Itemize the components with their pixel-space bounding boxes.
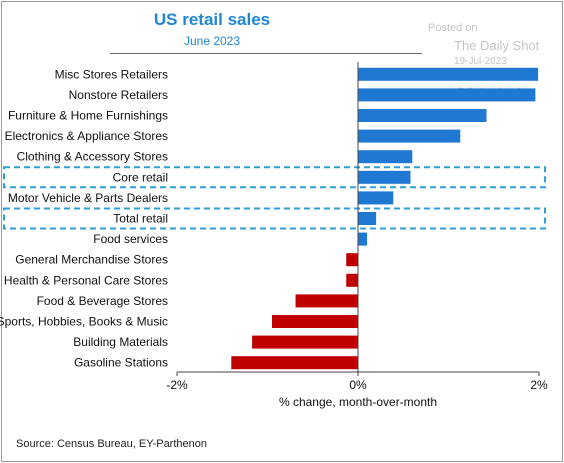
- x-tick-label-1: 0%: [349, 378, 367, 392]
- category-label-food-services: Food services: [93, 232, 168, 246]
- bar-misc-stores-retailers: [358, 67, 539, 81]
- bar-clothing-accessory-stores: [358, 150, 413, 164]
- category-label-furniture-home-furnishings: Furniture & Home Furnishings: [8, 109, 168, 123]
- category-label-misc-stores-retailers: Misc Stores Retailers: [55, 67, 168, 81]
- category-label-motor-vehicle-parts-dealers: Motor Vehicle & Parts Dealers: [8, 191, 168, 205]
- category-label-general-merchandise-stores: General Merchandise Stores: [15, 253, 168, 267]
- bar-nonstore-retailers: [358, 88, 536, 102]
- highlight-box-core-retail: [3, 166, 546, 189]
- bar-general-merchandise-stores: [346, 253, 358, 267]
- x-tick-label-2: 2%: [530, 378, 548, 392]
- category-label-health-personal-care-stores: Health & Personal Care Stores: [4, 273, 168, 287]
- source-note: Source: Census Bureau, EY-Parthenon: [16, 438, 207, 450]
- highlight-box-total-retail: [3, 207, 546, 230]
- bar-gasoline-stations: [231, 356, 358, 370]
- category-label-total-retail: Total retail: [113, 212, 168, 226]
- bar-food-beverage-stores: [295, 294, 358, 308]
- category-label-nonstore-retailers: Nonstore Retailers: [69, 88, 168, 102]
- bar-furniture-home-furnishings: [358, 109, 487, 122]
- watermark-posted-on: Posted on: [428, 22, 478, 34]
- category-label-core-retail: Core retail: [113, 170, 168, 184]
- chart-title: US retail sales: [153, 10, 271, 29]
- watermark-publisher: The Daily Shot: [454, 38, 540, 53]
- category-label-gasoline-stations: Gasoline Stations: [74, 356, 168, 370]
- category-label-food-beverage-stores: Food & Beverage Stores: [37, 294, 168, 308]
- category-label-clothing-accessory-stores: Clothing & Accessory Stores: [17, 150, 168, 164]
- x-tick-label-0: -2%: [166, 378, 188, 392]
- bar-building-materials: [252, 335, 358, 349]
- category-label-electronics-appliance-stores: Electronics & Appliance Stores: [5, 129, 168, 143]
- bar-food-services: [358, 232, 368, 246]
- bar-total-retail: [358, 212, 377, 225]
- watermark-date: 19-Jul-2023: [454, 56, 507, 67]
- bar-sports-hobbies-books-music: [272, 315, 358, 328]
- bar-motor-vehicle-parts-dealers: [358, 191, 394, 205]
- category-label-building-materials: Building Materials: [73, 335, 168, 349]
- title-divider: [110, 53, 422, 54]
- chart-subtitle: June 2023: [183, 34, 241, 48]
- bar-core-retail: [358, 170, 411, 184]
- category-label-sports-hobbies-books-music: Sports, Hobbies, Books & Music: [0, 315, 168, 329]
- bar-electronics-appliance-stores: [358, 129, 461, 143]
- x-axis-title: % change, month-over-month: [279, 395, 437, 409]
- bar-health-personal-care-stores: [346, 273, 358, 287]
